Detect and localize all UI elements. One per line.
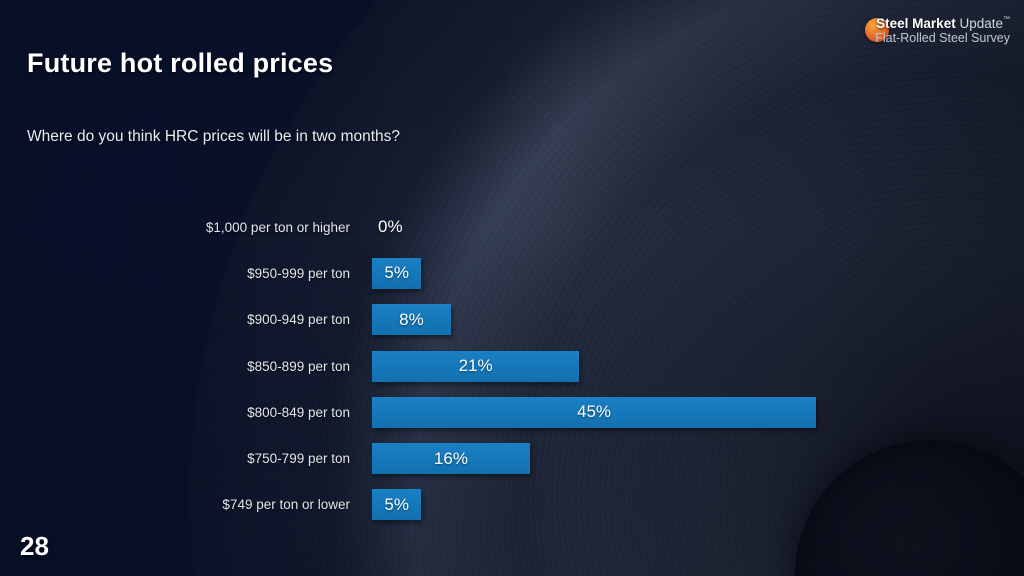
bar: 21% (372, 350, 580, 382)
category-label: $850-899 per ton (247, 358, 350, 374)
value-label: 16% (433, 448, 468, 468)
bar: 5% (372, 489, 422, 521)
brand-logo: Steel Market Update™ Flat-Rolled Steel S… (865, 16, 1010, 45)
category-label: $750-799 per ton (247, 451, 350, 467)
logo-brand-light: Update (955, 16, 1003, 31)
bar: 0% (372, 212, 816, 243)
logo-brand-line: Steel Market Update™ (875, 16, 1010, 31)
bar-area: 5% (372, 489, 816, 521)
logo-subtitle: Flat-Rolled Steel Survey (875, 31, 1010, 46)
chart-row: $750-799 per ton 16% (20, 435, 980, 481)
logo-text: Steel Market Update™ Flat-Rolled Steel S… (875, 16, 1010, 45)
bar: 8% (372, 304, 451, 336)
trademark-symbol: ™ (1003, 16, 1010, 23)
bar-area: 0% (372, 212, 816, 243)
chart-row: $749 per ton or lower 5% (20, 482, 980, 528)
bar-area: 21% (372, 350, 816, 382)
page-title: Future hot rolled prices (27, 48, 334, 78)
value-label: 5% (384, 494, 409, 514)
chart-row: $800-849 per ton 45% (20, 389, 980, 435)
chart-row: $950-999 per ton 5% (20, 250, 980, 296)
bar: 45% (372, 396, 816, 428)
bar-area: 16% (372, 443, 816, 475)
chart-row: $850-899 per ton 21% (20, 343, 980, 389)
category-label: $950-999 per ton (247, 265, 350, 281)
chart-row: $1,000 per ton or higher 0% (20, 204, 980, 250)
category-label: $1,000 per ton or higher (205, 219, 350, 235)
value-label: 5% (384, 263, 409, 283)
chart-row: $900-949 per ton 8% (20, 297, 980, 343)
value-label: 21% (458, 356, 493, 376)
logo-circle-icon (865, 18, 890, 42)
value-label: 8% (399, 309, 424, 329)
chart-question: Where do you think HRC prices will be in… (27, 128, 401, 145)
bar-chart: $1,000 per ton or higher 0% $950-999 per… (20, 204, 980, 528)
bar: 5% (372, 257, 422, 289)
page-number: 28 (20, 531, 49, 561)
bar-area: 45% (372, 396, 816, 428)
bar-area: 8% (372, 304, 816, 336)
bar: 16% (372, 443, 530, 475)
value-label: 45% (576, 402, 612, 422)
category-label: $749 per ton or lower (222, 497, 350, 513)
category-label: $800-849 per ton (247, 404, 350, 420)
logo-brand-bold: Steel Market (876, 16, 956, 31)
bar-area: 5% (372, 257, 816, 289)
category-label: $900-949 per ton (247, 312, 350, 328)
value-label: 0% (378, 217, 403, 237)
